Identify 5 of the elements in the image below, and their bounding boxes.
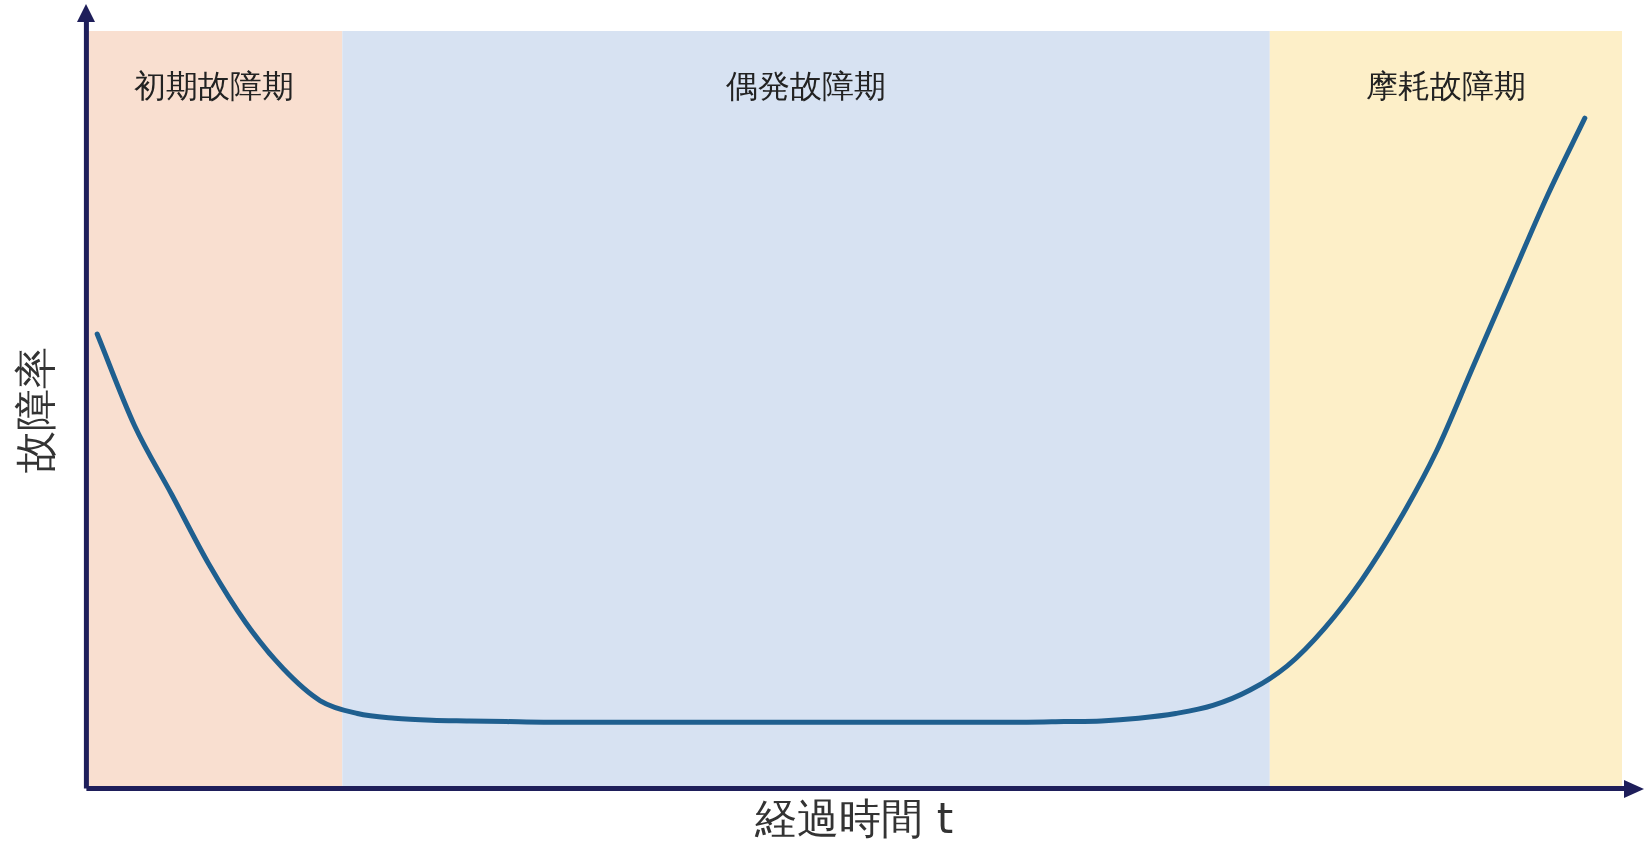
x-axis-title: 経過時間 t <box>754 793 954 843</box>
text: 初期故障期 <box>134 67 295 106</box>
y-axis-title: 故障率 <box>11 346 61 473</box>
text: 偶発故障期 <box>726 67 887 106</box>
text: 摩耗故障期 <box>1365 67 1526 106</box>
